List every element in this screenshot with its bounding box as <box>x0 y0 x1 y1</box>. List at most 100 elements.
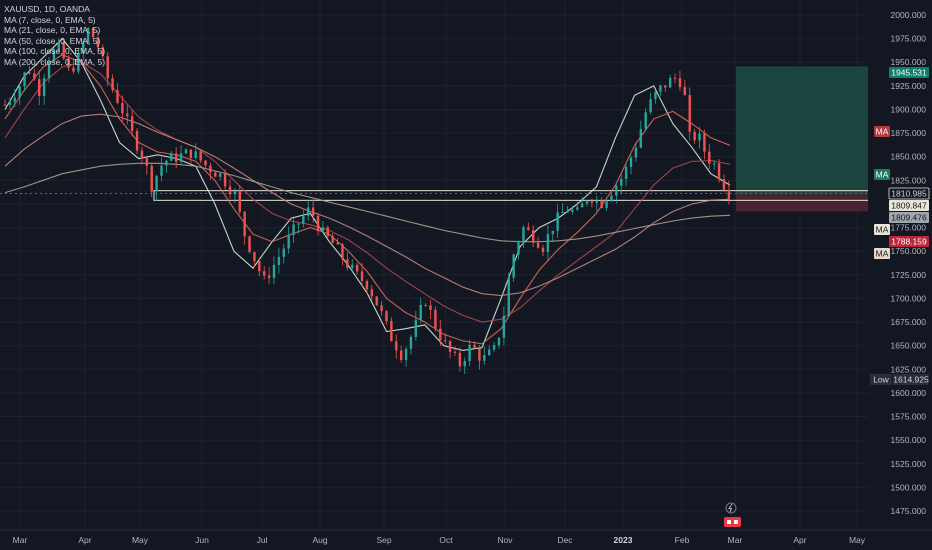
time-tick-label: Mar <box>13 535 28 545</box>
symbol-title[interactable]: XAUUSD, 1D, OANDA <box>4 4 90 14</box>
candle-body <box>370 289 374 297</box>
price-tag-text: Low <box>873 375 889 385</box>
candle-body <box>277 256 281 265</box>
candle-body <box>218 173 222 177</box>
price-tag-bg <box>889 236 929 247</box>
candle-body <box>385 311 388 322</box>
candle-body <box>263 271 266 276</box>
price-tick-label: 1925.000 <box>891 81 927 91</box>
candle-body <box>33 73 36 80</box>
candle-body <box>116 90 119 103</box>
legend-ma-21[interactable]: MA (21, close, 0, EMA, 5) <box>4 25 101 35</box>
price-tag-bg <box>874 248 890 259</box>
price-tag-text: 1809.476 <box>891 213 927 223</box>
price-tag-bg <box>874 169 890 180</box>
candle-body <box>624 166 628 179</box>
stop-loss-zone[interactable] <box>736 193 868 212</box>
time-axis[interactable]: Mar Apr May Jun Jul Aug Sep Oct Nov Dec 2023 Feb Mar… <box>0 529 932 545</box>
candle-body <box>165 160 168 166</box>
candle-body <box>189 149 193 158</box>
candle-body <box>341 244 344 260</box>
candle-body <box>380 305 383 312</box>
candle-body <box>223 173 227 187</box>
price-tag-ma-beige: MA <box>874 248 890 259</box>
candle-body <box>399 350 403 360</box>
candle-body <box>77 53 80 72</box>
candle-body <box>307 207 310 217</box>
price-tag-bg <box>893 374 929 385</box>
price-tag-low: 1614.925 <box>893 374 929 385</box>
candle-body <box>561 212 564 214</box>
price-tag-text: 1614.925 <box>893 375 929 385</box>
candle-body <box>91 27 95 38</box>
candle-body <box>673 77 677 79</box>
candle-body <box>336 242 339 245</box>
candle-body <box>434 309 437 329</box>
price-tag-bg <box>874 126 890 137</box>
legend-ma-200[interactable]: MA (200, close, 0, EMA, 5) <box>4 56 106 67</box>
price-tag-bg <box>874 224 890 235</box>
ma-line-4 <box>4 113 731 297</box>
candle-body <box>297 223 300 225</box>
price-tag-text: 1809.847 <box>891 201 927 211</box>
legend-ma-7[interactable]: MA (7, close, 0, EMA, 5) <box>4 14 96 25</box>
bottom-icons[interactable] <box>724 502 741 527</box>
candle-body <box>375 296 378 306</box>
candle-body <box>179 153 183 162</box>
price-axis[interactable]: 2000.000 1975.000 1950.000 1925.000 1900.000… <box>868 0 932 530</box>
price-tag-bg <box>889 200 929 211</box>
time-tick-label: Sep <box>376 535 391 545</box>
price-tick-label: 1850.000 <box>891 152 927 162</box>
candle-body <box>28 72 31 74</box>
candle-body <box>688 95 691 132</box>
flag-icon-right <box>734 520 738 524</box>
candle-body <box>8 101 12 105</box>
time-tick-label: Nov <box>497 535 513 545</box>
candle-body <box>644 112 647 129</box>
candle-body <box>106 56 109 79</box>
candle-body <box>610 195 613 202</box>
price-tick-label: 1550.000 <box>891 435 927 445</box>
price-tick-label: 1650.000 <box>891 341 927 351</box>
price-tag-ma-green: MA <box>874 169 890 180</box>
candle-body <box>492 345 496 350</box>
candle-body <box>326 227 329 237</box>
candle-body <box>62 42 65 59</box>
position-tool[interactable] <box>0 66 879 212</box>
candle-body <box>634 147 638 158</box>
time-tick-label: Apr <box>793 535 806 545</box>
time-tick-label: May <box>849 535 866 545</box>
price-tag-text: 1810.985 <box>891 189 927 199</box>
chart-legend: XAUUSD, 1D, OANDA MA (7, close, 0, EMA, … <box>4 4 105 67</box>
candle-body <box>527 227 530 230</box>
candle-body <box>130 116 134 132</box>
candle-body <box>483 355 486 361</box>
candle-body <box>184 149 188 154</box>
candle-body <box>72 67 75 72</box>
candle-body <box>556 212 559 231</box>
time-tick-label: Mar <box>728 535 743 545</box>
candle-body <box>57 42 60 51</box>
candle-body <box>282 248 285 257</box>
candle-body <box>649 99 652 113</box>
candle-body <box>517 242 520 255</box>
legend-ma-50[interactable]: MA (50, close, 0, EMA, 5) <box>4 35 101 46</box>
candle-body <box>96 37 100 48</box>
flag-icon[interactable] <box>724 517 741 527</box>
price-tag-stop: 1788.159 <box>889 236 929 247</box>
price-tick-label: 2000.000 <box>891 10 927 20</box>
candle-body <box>321 227 325 232</box>
candle-body <box>678 78 682 88</box>
candle-body <box>712 163 716 165</box>
candle-body <box>424 304 427 306</box>
price-tag-current: 1810.985 <box>888 187 930 200</box>
candle-body <box>126 113 129 117</box>
legend-ma-100[interactable]: MA (100, close, 0, EMA, 5) <box>4 46 106 56</box>
candle-body <box>67 58 70 68</box>
candle-body <box>47 60 51 78</box>
take-profit-zone[interactable] <box>736 66 868 194</box>
lightning-icon[interactable] <box>725 502 737 514</box>
price-tag-ma-red: MA <box>874 126 890 137</box>
ma-line-3 <box>4 61 731 323</box>
